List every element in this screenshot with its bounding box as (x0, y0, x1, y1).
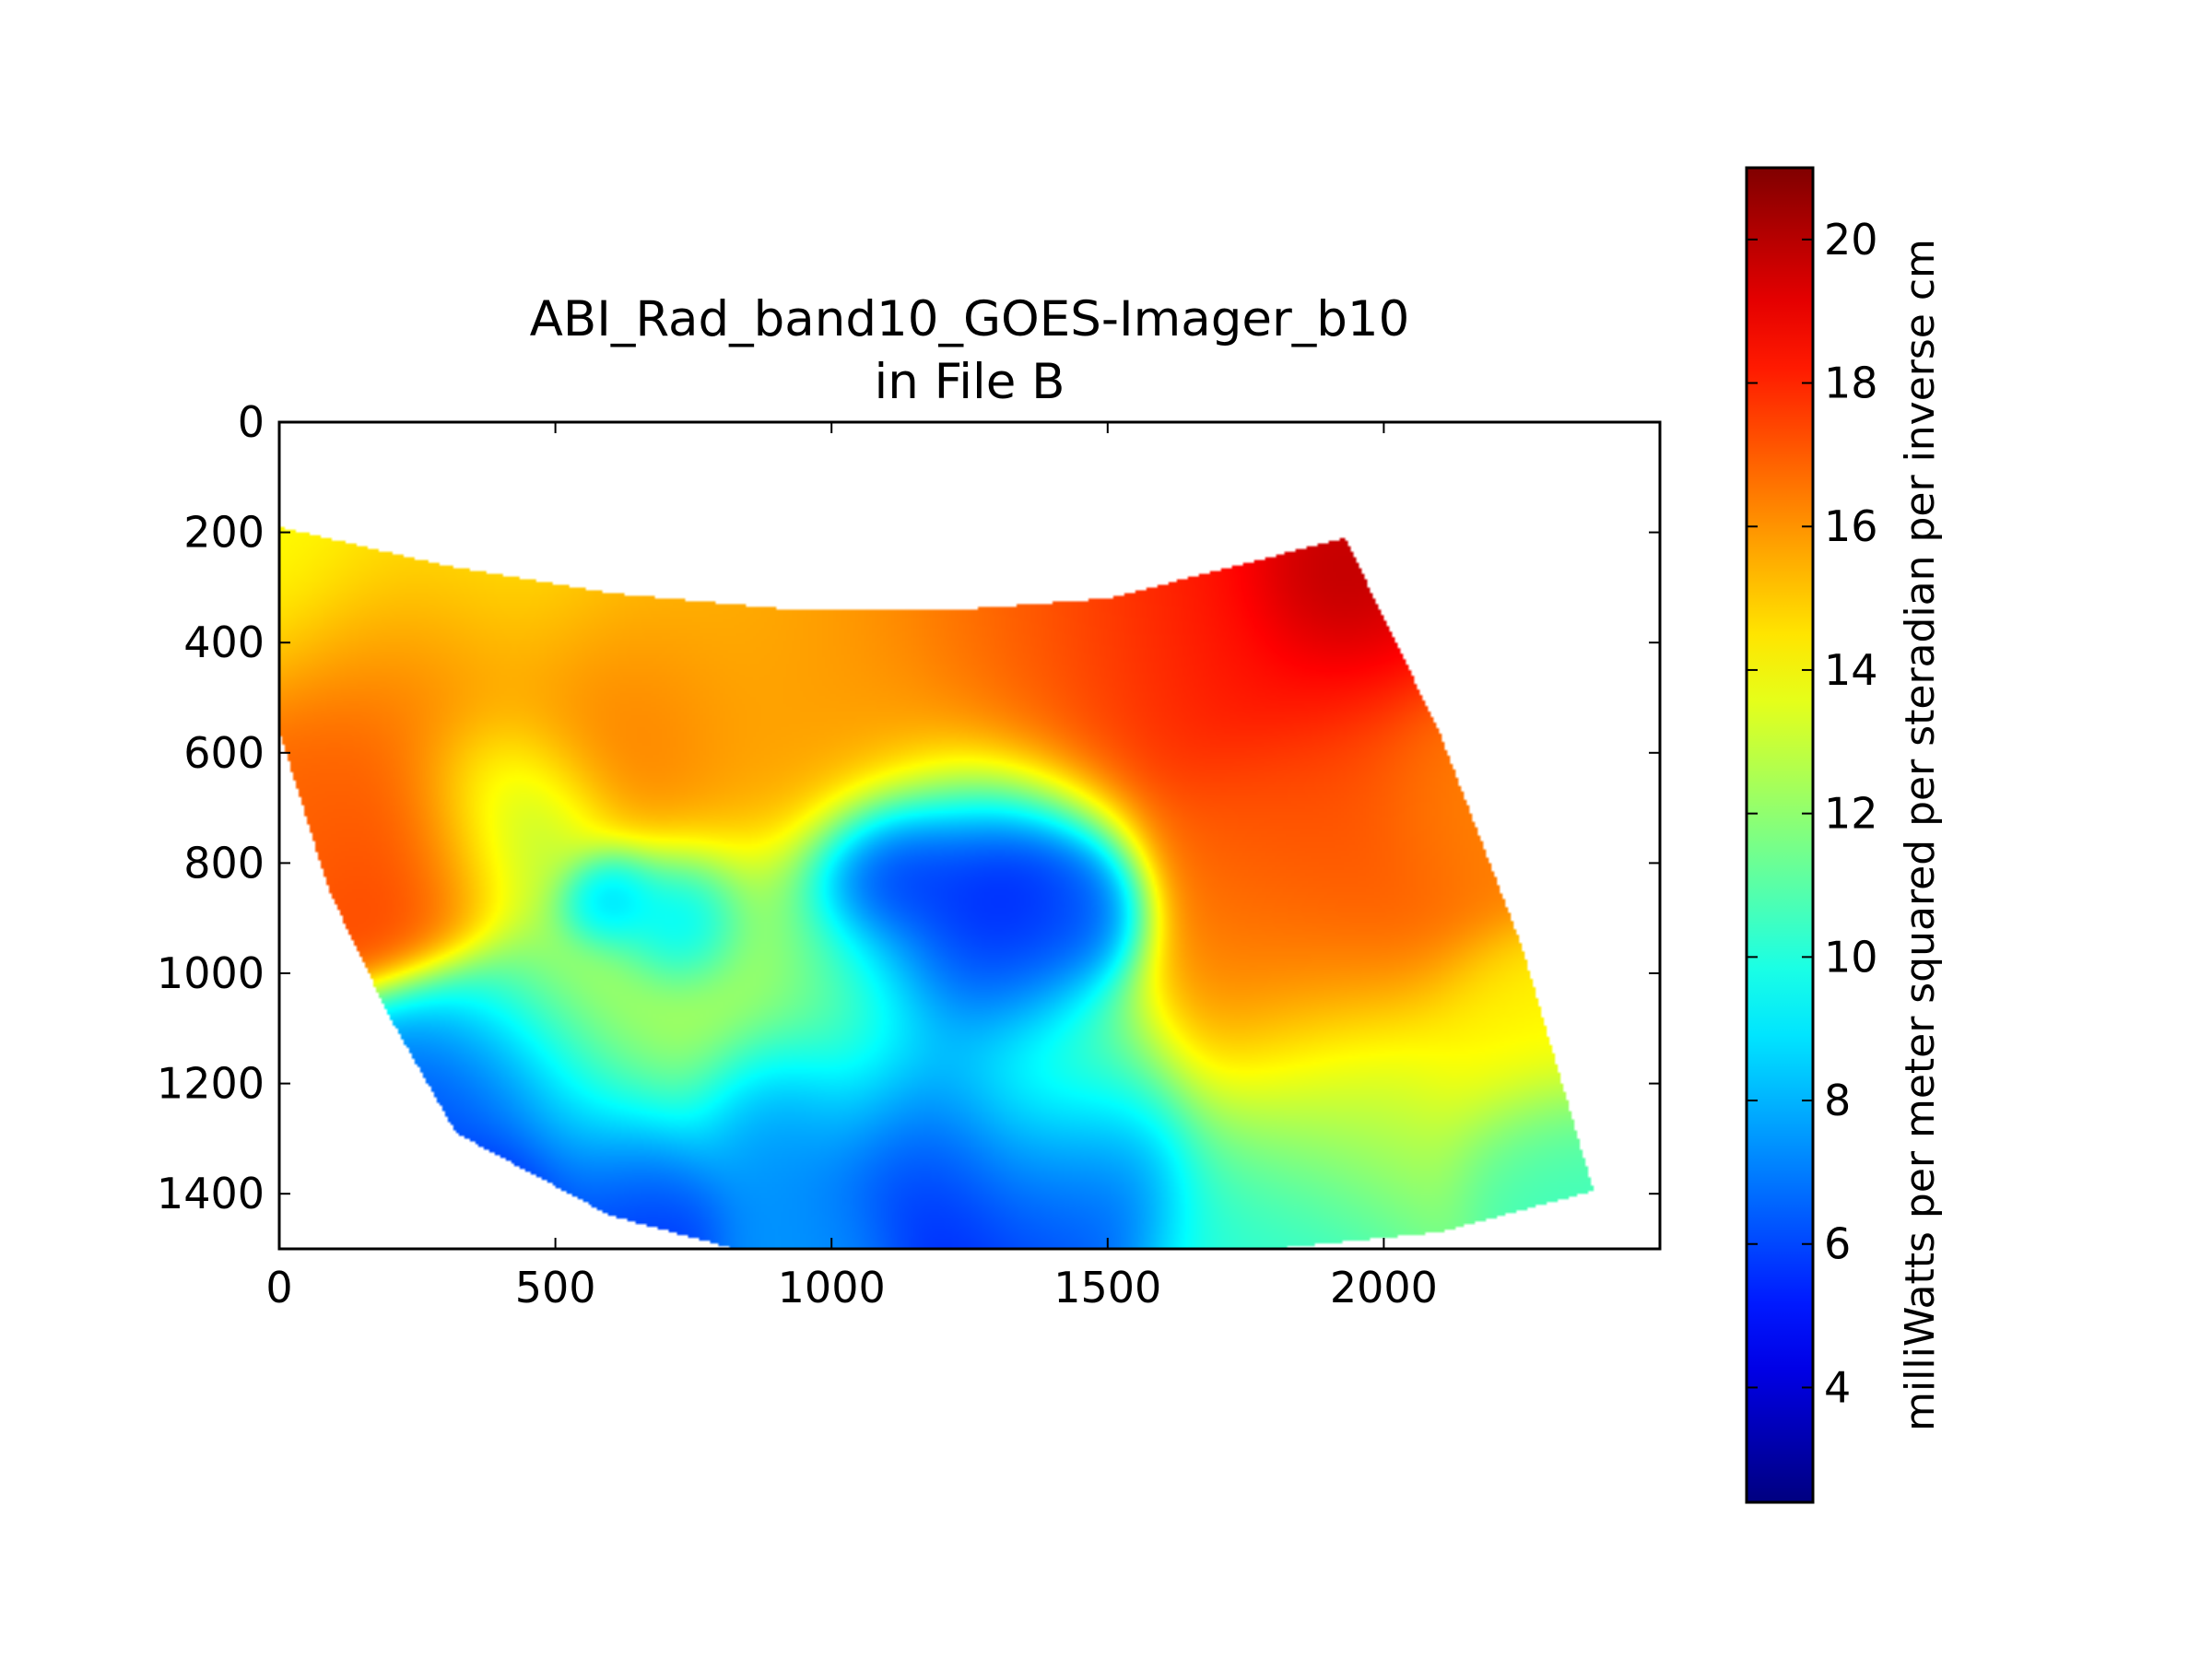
x-tick-label-4: 2000 (1330, 1263, 1438, 1312)
chart-title-line-2: in File B (874, 354, 1065, 410)
colorbar-tick-label-1: 6 (1824, 1219, 1851, 1269)
y-tick-label-7: 1400 (157, 1169, 265, 1218)
colorbar-tick-label-8: 20 (1824, 215, 1878, 265)
y-tick-label-2: 400 (183, 618, 265, 667)
axes-frame (277, 420, 1662, 1251)
colorbar-tick-label-7: 18 (1824, 359, 1878, 408)
x-tick-label-3: 1500 (1053, 1263, 1161, 1312)
colorbar-tick-label-6: 16 (1824, 501, 1878, 551)
y-tick-label-6: 1200 (157, 1059, 265, 1109)
x-axis: 0 500 1000 1500 2000 (265, 422, 1438, 1312)
y-tick-label-1: 200 (183, 508, 265, 558)
y-axis: 0 200 400 600 800 1000 1200 1400 (157, 397, 1660, 1218)
y-tick-label-5: 1000 (157, 948, 265, 998)
x-tick-label-0: 0 (265, 1263, 292, 1312)
x-tick-label-1: 500 (515, 1263, 596, 1312)
y-tick-label-0: 0 (238, 397, 265, 447)
y-tick-label-4: 800 (183, 838, 265, 888)
colorbar (1745, 166, 1815, 1504)
colorbar-axis: 4 6 8 10 12 14 16 18 20 (1747, 215, 1878, 1412)
heatmap-swath (279, 422, 1660, 1249)
colorbar-tick-label-4: 12 (1824, 789, 1878, 839)
y-tick-label-3: 600 (183, 728, 265, 778)
chart-title-line-1: ABI_Rad_band10_GOES-Imager_b10 (530, 291, 1410, 347)
x-tick-label-2: 1000 (778, 1263, 886, 1312)
colorbar-tick-label-5: 14 (1824, 645, 1878, 695)
colorbar-tick-label-2: 8 (1824, 1076, 1851, 1125)
colorbar-tick-label-0: 4 (1824, 1362, 1851, 1412)
heatmap-image (279, 422, 1660, 1249)
colorbar-label: milliWatts per meter squared per steradi… (1897, 239, 1944, 1431)
colorbar-tick-label-3: 10 (1824, 932, 1878, 982)
